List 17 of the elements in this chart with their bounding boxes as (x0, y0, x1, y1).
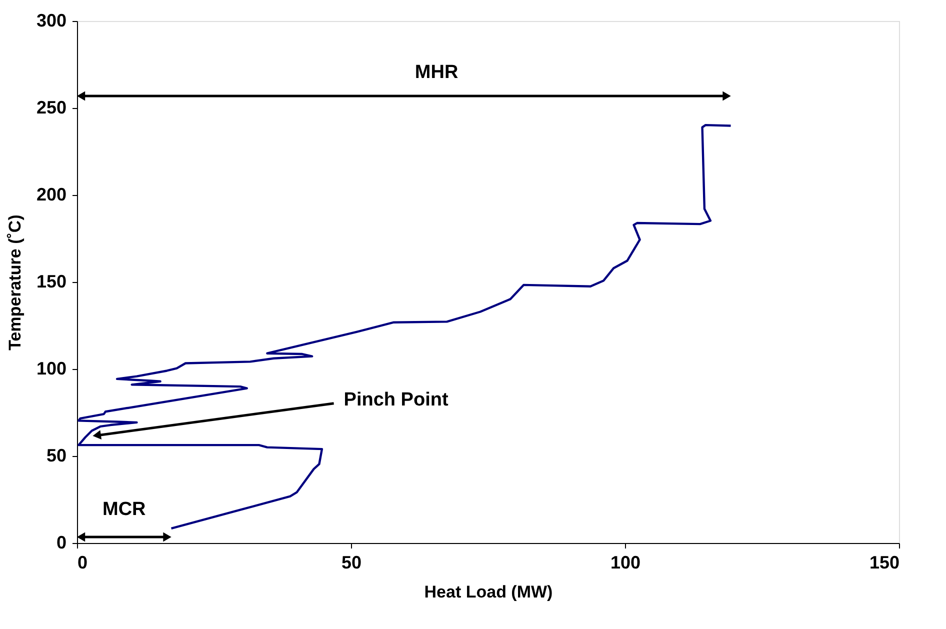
y-tick-label: 50 (46, 446, 66, 466)
y-tick-label: 100 (36, 358, 66, 378)
annotation: MCR (102, 499, 146, 520)
x-axis-title: Heat Load (MW) (424, 582, 553, 602)
y-tick-label: 0 (56, 532, 66, 552)
y-tick-label: 150 (36, 272, 66, 292)
y-axis-title: Temperature (˚C) (5, 214, 24, 350)
y-tick-label: 250 (36, 98, 66, 118)
line-series (78, 124, 732, 530)
x-tick-label: 100 (610, 552, 641, 572)
x-tick-label: 0 (78, 552, 88, 572)
x-tick-label: 150 (869, 552, 900, 572)
annotation: Pinch Point (344, 389, 449, 410)
annotation: MHR (414, 62, 458, 83)
x-tick-label: 50 (341, 552, 362, 572)
y-tick-label: 300 (36, 10, 66, 30)
y-tick-label: 200 (36, 184, 66, 204)
